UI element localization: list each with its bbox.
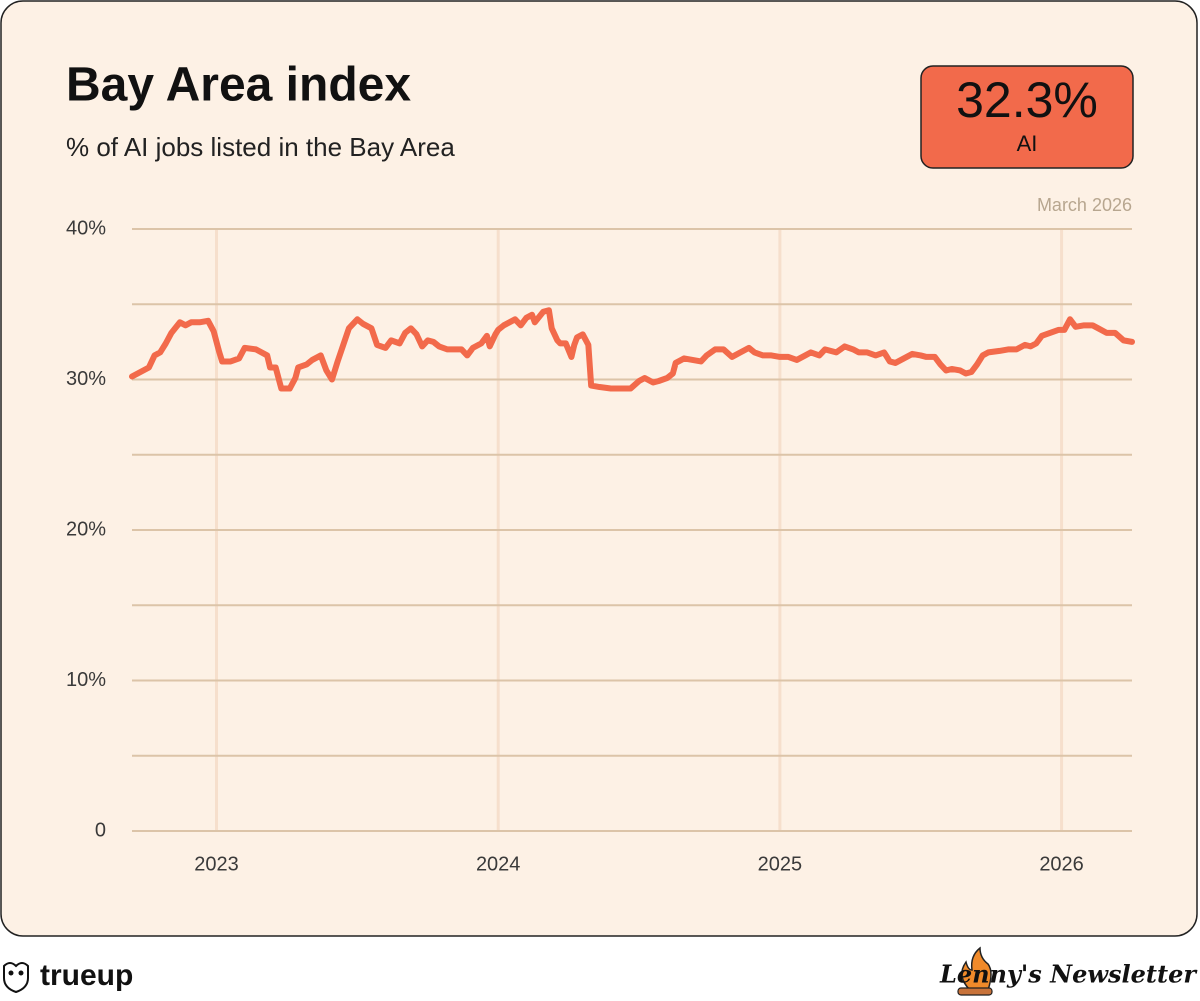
trueup-logo — [3, 962, 29, 994]
plot: 2023 2024 2025 2026 0 10% 20% 30% 40% — [66, 217, 1135, 875]
data-line — [129, 307, 1135, 392]
x-tick-label: 2024 — [476, 853, 521, 875]
x-tick-label: 2025 — [758, 853, 803, 875]
chart-title: Bay Area index — [66, 59, 411, 112]
x-tick-label: 2023 — [194, 853, 239, 875]
badge-box — [920, 65, 1134, 169]
y-tick-label: 0 — [95, 819, 106, 841]
badge: 32.3% AI — [920, 65, 1134, 169]
date-note: March 2026 — [1037, 195, 1132, 215]
y-tick-label: 30% — [66, 368, 106, 390]
y-tick-label: 10% — [66, 669, 106, 691]
lenny-logo — [957, 946, 993, 996]
badge-value: 32.3% — [956, 72, 1098, 128]
card — [0, 0, 1198, 937]
footer-right: Lenny's Newsletter — [939, 960, 1198, 989]
x-tick-label: 2026 — [1039, 853, 1084, 875]
badge-label: AI — [1017, 131, 1038, 156]
y-tick-label: 40% — [66, 217, 106, 239]
y-tick-label: 20% — [66, 518, 106, 540]
footer-left: trueup — [40, 959, 133, 992]
chart-subtitle: % of AI jobs listed in the Bay Area — [66, 132, 455, 162]
